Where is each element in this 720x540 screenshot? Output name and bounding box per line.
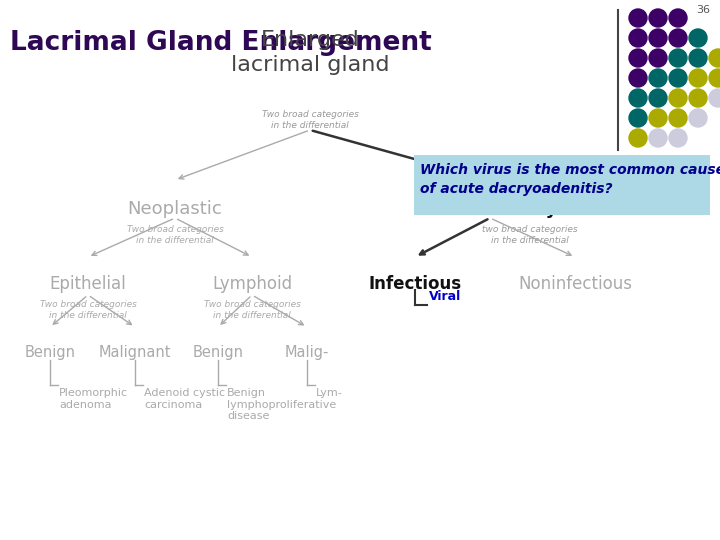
Text: Two broad categories
in the differential: Two broad categories in the differential (261, 110, 359, 130)
Circle shape (669, 89, 687, 107)
Circle shape (649, 9, 667, 27)
Text: two broad categories
in the differential: two broad categories in the differential (482, 225, 578, 245)
Circle shape (629, 49, 647, 67)
Circle shape (629, 129, 647, 147)
Circle shape (689, 49, 707, 67)
Circle shape (629, 109, 647, 127)
Circle shape (649, 109, 667, 127)
Text: Pleomorphic
adenoma: Pleomorphic adenoma (59, 388, 128, 410)
Circle shape (689, 69, 707, 87)
Circle shape (649, 29, 667, 47)
Circle shape (709, 49, 720, 67)
Circle shape (629, 89, 647, 107)
Circle shape (649, 89, 667, 107)
Circle shape (709, 89, 720, 107)
Circle shape (669, 9, 687, 27)
Circle shape (709, 69, 720, 87)
Text: 36: 36 (696, 5, 710, 15)
FancyBboxPatch shape (414, 155, 710, 215)
Text: Inflammatory: Inflammatory (422, 200, 558, 218)
Text: Viral: Viral (429, 290, 462, 303)
Text: Enlarged
lacrimal gland: Enlarged lacrimal gland (230, 30, 390, 75)
Circle shape (689, 89, 707, 107)
Circle shape (669, 109, 687, 127)
Circle shape (649, 129, 667, 147)
Circle shape (629, 9, 647, 27)
Circle shape (669, 29, 687, 47)
Text: Lacrimal Gland Enlargement: Lacrimal Gland Enlargement (10, 30, 432, 56)
Text: Adenoid cystic
carcinoma: Adenoid cystic carcinoma (144, 388, 225, 410)
Text: Noninfectious: Noninfectious (518, 275, 632, 293)
Circle shape (649, 69, 667, 87)
Text: Benign: Benign (192, 345, 243, 360)
Text: Which virus is the most common cause
of acute dacryoadenitis?: Which virus is the most common cause of … (420, 163, 720, 197)
Text: Neoplastic: Neoplastic (127, 200, 222, 218)
Circle shape (689, 29, 707, 47)
Text: Lymphoid: Lymphoid (212, 275, 292, 293)
Text: Lym-: Lym- (316, 388, 343, 398)
Text: Benign: Benign (24, 345, 76, 360)
Text: Malig-: Malig- (285, 345, 329, 360)
Text: Epithelial: Epithelial (50, 275, 127, 293)
Text: Benign
lymphoproliferative
disease: Benign lymphoproliferative disease (227, 388, 336, 421)
Text: Two broad categories
in the differential: Two broad categories in the differential (204, 300, 300, 320)
Circle shape (669, 49, 687, 67)
Text: Two broad categories
in the differential: Two broad categories in the differential (127, 225, 223, 245)
Text: Infectious: Infectious (369, 275, 462, 293)
Circle shape (629, 29, 647, 47)
Circle shape (689, 109, 707, 127)
Circle shape (629, 69, 647, 87)
Circle shape (669, 69, 687, 87)
Text: Two broad categories
in the differential: Two broad categories in the differential (40, 300, 136, 320)
Circle shape (649, 49, 667, 67)
Text: Malignant: Malignant (99, 345, 171, 360)
Circle shape (669, 129, 687, 147)
